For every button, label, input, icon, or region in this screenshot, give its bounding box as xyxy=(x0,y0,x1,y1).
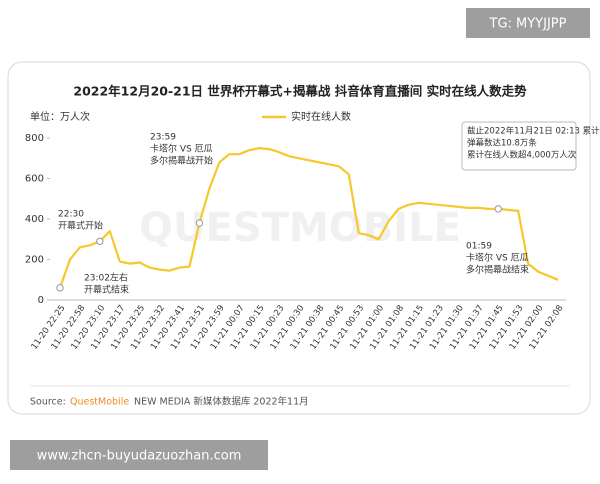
y-tick-label: 800 xyxy=(25,133,44,144)
annotation: 01:59 xyxy=(466,242,492,252)
source-label: Source: xyxy=(30,397,66,408)
y-tick-label: 200 xyxy=(25,255,44,266)
annotation: 卡塔尔 VS 厄瓜 xyxy=(150,143,213,155)
event-dot xyxy=(494,205,502,213)
annotation: 开幕式开始 xyxy=(58,220,103,232)
annotation: 累计在线人数超4,000万人次 xyxy=(467,150,577,161)
annotation: 卡塔尔 VS 厄瓜 xyxy=(466,252,529,264)
annotation: 多尔揭幕战结束 xyxy=(466,264,529,276)
annotation: 22:30 xyxy=(58,210,84,220)
annotation: 23:59 xyxy=(150,133,176,143)
y-tick-label: 600 xyxy=(25,174,44,185)
note-box xyxy=(461,121,577,171)
event-dot xyxy=(56,284,64,292)
y-tick-label: 400 xyxy=(25,214,44,225)
chart-card xyxy=(7,61,591,415)
footer-url: www.zhcn-buyudazuozhan.com xyxy=(37,449,242,464)
series-line xyxy=(58,147,559,289)
annotation: 多尔揭幕战开始 xyxy=(150,155,213,167)
event-dot xyxy=(195,219,204,227)
y-unit: 单位：万人次 xyxy=(30,110,90,123)
legend-label: 实时在线人数 xyxy=(291,110,351,123)
tag-box xyxy=(466,8,590,38)
source-text: NEW MEDIA 新媒体数据库 2022年11月 xyxy=(134,396,309,408)
source-brand: QuestMobile xyxy=(70,397,129,408)
watermark-tag: TG: MYYJJPP xyxy=(489,17,567,32)
background-watermark: QUESTMOBILE xyxy=(139,205,461,251)
annotation: 23:02左右 xyxy=(84,272,128,284)
chart-title: 2022年12月20-21日 世界杯开幕式+揭幕战 抖音体育直播间 实时在线人数… xyxy=(73,84,527,99)
event-dot xyxy=(96,237,104,245)
footer-box xyxy=(10,440,268,470)
annotation: 开幕式结束 xyxy=(84,284,129,296)
annotation: 弹幕数达10.8万条 xyxy=(467,138,537,149)
y-tick-label: 0 xyxy=(38,295,44,306)
annotation: 截止2022年11月21日 02:13 累计 xyxy=(467,126,600,137)
